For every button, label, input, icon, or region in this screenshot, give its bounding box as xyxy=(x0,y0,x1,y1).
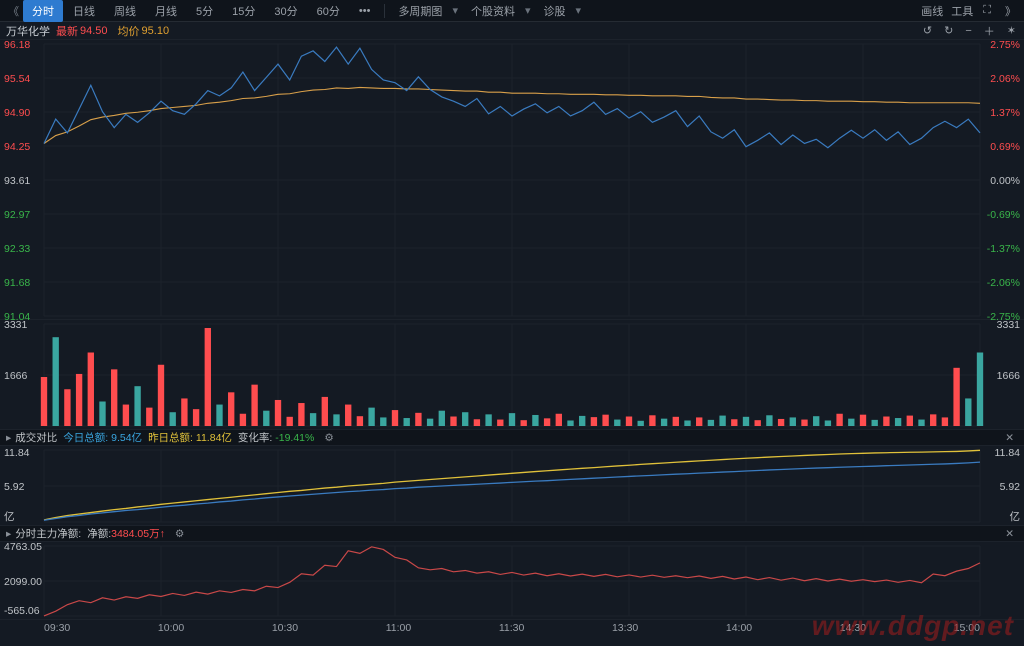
collapse-icon[interactable]: ▸ xyxy=(6,432,11,444)
time-tick: 13:30 xyxy=(612,622,638,634)
time-tick: 14:30 xyxy=(840,622,866,634)
nav-prev-icon[interactable]: 《 xyxy=(4,3,23,19)
extra-tab[interactable]: 多周期图 xyxy=(389,0,451,22)
time-tick: 10:00 xyxy=(158,622,184,634)
axis-label: 11.84 xyxy=(995,448,1021,459)
axis-label: 5.92 xyxy=(4,482,24,493)
timeframe-tab[interactable]: 5分 xyxy=(187,0,222,22)
avg-label: 均价 xyxy=(118,23,140,39)
tools-button[interactable]: 工具 xyxy=(951,3,973,19)
dropdown-icon[interactable]: ▾ xyxy=(452,4,458,17)
timeframe-tab[interactable]: 分时 xyxy=(23,0,63,22)
nav-next-icon[interactable]: 》 xyxy=(1001,3,1020,19)
axis-label: 0.69% xyxy=(990,142,1020,153)
axis-label: 96.18 xyxy=(4,40,30,51)
time-tick: 11:30 xyxy=(499,622,525,634)
axis-label: -1.37% xyxy=(987,244,1020,255)
axis-label: 亿 xyxy=(1010,512,1021,523)
extra-tabs: 多周期图▾个股资料▾诊股▾ xyxy=(389,0,585,22)
stock-name: 万华化学 xyxy=(6,23,50,39)
axis-label: 3331 xyxy=(4,320,27,331)
zoom-in-icon[interactable]: ＋ xyxy=(982,23,997,39)
panel-close-icon[interactable]: ✕ xyxy=(1001,528,1018,540)
axis-label: 2.06% xyxy=(990,74,1020,85)
flow-chart-panel: 4763.05 2099.00 -565.06 xyxy=(0,542,1024,620)
axis-label: 1.37% xyxy=(990,108,1020,119)
compare-title: 成交对比 xyxy=(15,430,57,445)
toolbar-right: 画线 工具 ⛶ 》 xyxy=(921,3,1020,19)
settings-icon[interactable]: ✶ xyxy=(1005,24,1018,37)
yest-total-label: 昨日总额: 11.84亿 xyxy=(148,430,232,445)
axis-label: 95.54 xyxy=(4,74,30,85)
axis-label: 亿 xyxy=(4,512,15,523)
axis-label: 4763.05 xyxy=(4,542,42,553)
panel-settings-icon[interactable]: ⚙ xyxy=(171,528,188,540)
panel-settings-icon[interactable]: ⚙ xyxy=(320,432,337,444)
axis-label: 93.61 xyxy=(4,176,30,187)
change-rate-label: 变化率: -19.41% xyxy=(238,430,314,445)
collapse-icon[interactable]: ▸ xyxy=(6,528,11,540)
panel-close-icon[interactable]: ✕ xyxy=(1001,432,1018,444)
timeframe-tab[interactable]: 30分 xyxy=(265,0,306,22)
axis-label: 94.25 xyxy=(4,142,30,153)
extra-tab[interactable]: 个股资料 xyxy=(462,0,524,22)
redo-icon[interactable]: ↻ xyxy=(942,24,955,37)
axis-label: 11.84 xyxy=(4,448,30,459)
axis-label: 0.00% xyxy=(990,176,1020,187)
axis-label: 92.33 xyxy=(4,244,30,255)
latest-value: 94.50 xyxy=(80,25,108,37)
axis-label: 91.68 xyxy=(4,278,30,289)
extra-tab[interactable]: 诊股 xyxy=(535,0,575,22)
timeframe-tab[interactable]: 15分 xyxy=(223,0,264,22)
time-tick: 11:00 xyxy=(386,622,412,634)
axis-label: 2.75% xyxy=(990,40,1020,51)
undo-icon[interactable]: ↺ xyxy=(921,24,934,37)
axis-label: -0.69% xyxy=(987,210,1020,221)
axis-label: 5.92 xyxy=(1000,482,1020,493)
top-toolbar: 《 分时日线周线月线5分15分30分60分••• 多周期图▾个股资料▾诊股▾ 画… xyxy=(0,0,1024,22)
timeframe-tab[interactable]: 60分 xyxy=(308,0,349,22)
expand-icon[interactable]: ⛶ xyxy=(981,4,993,17)
dropdown-icon[interactable]: ▾ xyxy=(525,4,531,17)
separator xyxy=(384,4,385,18)
price-chart-panel: 96.18 95.54 94.90 94.25 93.61 92.97 92.33 91.68… xyxy=(0,40,1024,320)
axis-label: 92.97 xyxy=(4,210,30,221)
timeframe-tab[interactable]: 月线 xyxy=(146,0,186,22)
flow-title: 分时主力净额: xyxy=(15,526,81,541)
stock-header: 万华化学 最新 94.50 均价 95.10 ↺ ↻ − ＋ ✶ xyxy=(0,22,1024,40)
zoom-out-icon[interactable]: − xyxy=(963,25,973,37)
today-total-label: 今日总额: 9.54亿 xyxy=(63,430,142,445)
latest-label: 最新 xyxy=(56,23,78,39)
axis-label: -2.06% xyxy=(987,278,1020,289)
flow-net-label: 净额:3484.05万↑ xyxy=(87,526,165,541)
axis-label: 1666 xyxy=(4,371,27,382)
timeframe-tab[interactable]: ••• xyxy=(350,2,380,20)
flow-panel-header: ▸ 分时主力净额: 净额:3484.05万↑ ⚙ ✕ xyxy=(0,526,1024,542)
avg-value: 95.10 xyxy=(142,25,170,37)
axis-label: 2099.00 xyxy=(4,577,42,588)
time-tick: 10:30 xyxy=(272,622,298,634)
dropdown-icon[interactable]: ▾ xyxy=(576,4,582,17)
timeframe-tabs: 分时日线周线月线5分15分30分60分••• xyxy=(23,0,380,22)
time-tick: 15:00 xyxy=(954,622,980,634)
volume-chart-panel: 3331 1666 3331 1666 xyxy=(0,320,1024,430)
time-axis: 09:30 10:00 10:30 11:00 11:30 13:30 14:00 14:30… xyxy=(0,620,1024,636)
compare-chart-panel: 11.84 5.92 亿 11.84 5.92 亿 xyxy=(0,446,1024,526)
axis-label: -565.06 xyxy=(4,606,40,617)
axis-label: 94.90 xyxy=(4,108,30,119)
time-tick: 09:30 xyxy=(44,622,70,634)
timeframe-tab[interactable]: 周线 xyxy=(105,0,145,22)
axis-label: 1666 xyxy=(997,371,1020,382)
time-tick: 14:00 xyxy=(726,622,752,634)
compare-panel-header: ▸ 成交对比 今日总额: 9.54亿 昨日总额: 11.84亿 变化率: -19… xyxy=(0,430,1024,446)
draw-line-button[interactable]: 画线 xyxy=(921,3,943,19)
axis-label: 3331 xyxy=(997,320,1020,331)
timeframe-tab[interactable]: 日线 xyxy=(64,0,104,22)
